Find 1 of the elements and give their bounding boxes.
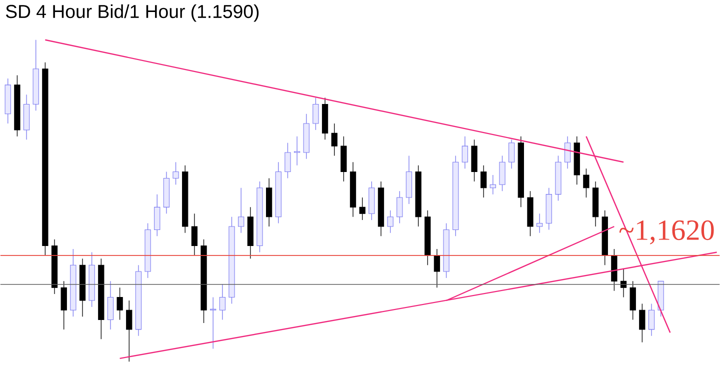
chart-title: SD 4 Hour Bid/1 Hour (1.1590) xyxy=(6,4,259,22)
